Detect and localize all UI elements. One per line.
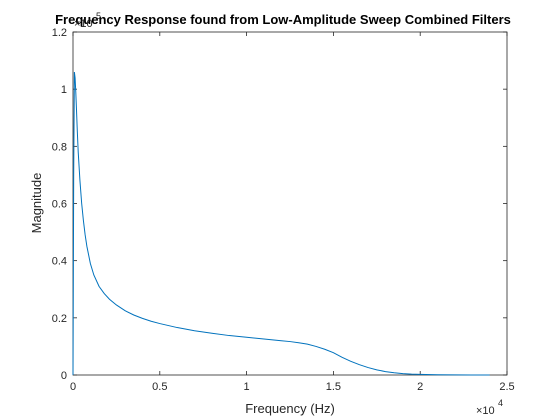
x-exponent-power: 4 <box>498 398 503 408</box>
chart-title: Frequency Response found from Low-Amplit… <box>55 12 511 27</box>
y-tick-label: 1.2 <box>52 27 67 39</box>
y-axis-ticks: 0 0.2 0.4 0.6 0.8 1 1.2 <box>52 27 507 382</box>
y-tick-label: 0.8 <box>52 141 67 153</box>
y-exponent-base: ×10 <box>74 18 93 30</box>
y-tick-label: 0.2 <box>52 313 67 325</box>
x-axis-exponent: ×10 4 <box>476 398 503 417</box>
x-axis-ticks: 0 0.5 1 1.5 2 2.5 <box>70 32 515 393</box>
series-line-frequency-response <box>72 71 490 376</box>
y-axis-exponent: ×10 5 <box>74 11 101 30</box>
y-tick-label: 0 <box>61 370 67 382</box>
x-tick-label: 1 <box>244 381 250 393</box>
x-tick-label: 0 <box>70 381 76 393</box>
x-axis-label: Frequency (Hz) <box>245 401 335 416</box>
y-exponent-power: 5 <box>96 11 101 21</box>
y-tick-label: 0.6 <box>52 199 67 211</box>
x-tick-label: 0.5 <box>152 381 167 393</box>
x-exponent-base: ×10 <box>476 405 495 417</box>
x-tick-label: 2 <box>417 381 423 393</box>
x-tick-label: 2.5 <box>499 381 514 393</box>
y-tick-label: 1 <box>61 84 67 96</box>
y-axis-label: Magnitude <box>29 173 44 234</box>
plot-area-frame <box>72 31 508 376</box>
x-tick-label: 1.5 <box>326 381 341 393</box>
y-tick-label: 0.4 <box>52 256 67 268</box>
